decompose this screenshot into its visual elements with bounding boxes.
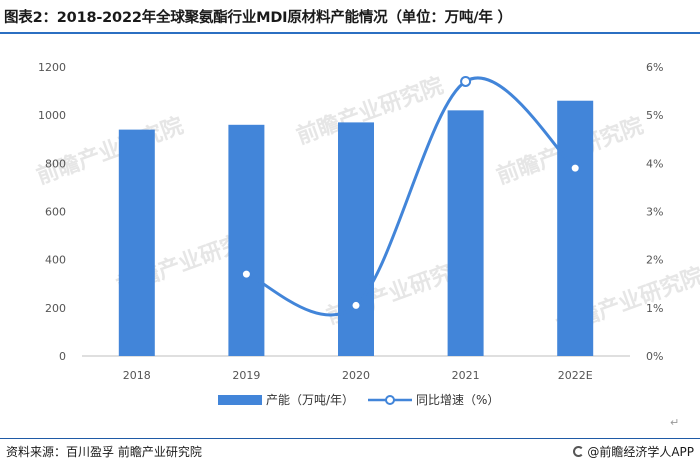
growth-point-2019 — [240, 268, 252, 280]
y-left-tick-label: 800 — [45, 157, 66, 170]
y-right-tick-label: 5% — [646, 109, 663, 122]
x-tick-label: 2018 — [123, 369, 151, 382]
y-left-tick-label: 200 — [45, 302, 66, 315]
growth-point-2020 — [350, 299, 362, 311]
y-left-tick-label: 1000 — [38, 109, 66, 122]
legend-line-label: 同比增速（%） — [416, 393, 499, 407]
x-tick-label: 2020 — [342, 369, 370, 382]
brand-text: @前瞻经济学人APP — [587, 445, 694, 459]
x-tick-label: 2021 — [452, 369, 480, 382]
chart-title: 图表2：2018-2022年全球聚氨酯行业MDI原材料产能情况（单位：万吨/年 … — [4, 10, 512, 26]
bar-2019 — [228, 124, 265, 356]
y-left-tick-label: 0 — [59, 350, 66, 363]
legend-bar-swatch — [218, 395, 262, 405]
brand-logo-icon — [573, 446, 585, 457]
y-right-tick-label: 6% — [646, 61, 663, 74]
title-divider — [0, 32, 700, 34]
chart-area: 前瞻产业研究院前瞻产业研究院前瞻产业研究院前瞻产业研究院前瞻产业研究院前瞻产业研… — [33, 61, 700, 407]
source-note: 资料来源：百川盈孚 前瞻产业研究院 — [6, 445, 202, 459]
y-right-tick-label: 0% — [646, 350, 663, 363]
y-right-tick-label: 2% — [646, 254, 663, 267]
brand-credit: @前瞻经济学人APP — [573, 443, 694, 460]
bar-2018 — [118, 129, 155, 356]
footer-divider — [0, 438, 700, 439]
legend-bar-label: 产能（万吨/年） — [266, 393, 354, 407]
y-right-tick-label: 3% — [646, 206, 663, 219]
growth-point-2021 — [460, 75, 472, 87]
legend: 产能（万吨/年） 同比增速（%） — [218, 393, 499, 407]
y-left-tick-label: 1200 — [38, 61, 66, 74]
line-layer — [240, 75, 581, 317]
bar-2020 — [338, 122, 374, 357]
bar-2022E — [557, 100, 594, 356]
y-left-tick-label: 400 — [45, 254, 66, 267]
y-left-tick-label: 600 — [45, 206, 66, 219]
x-tick-label: 2022E — [558, 369, 593, 382]
bars-layer — [118, 100, 594, 357]
y-right-tick-label: 1% — [646, 302, 663, 315]
legend-line-marker — [385, 395, 395, 405]
growth-point-2022E — [569, 162, 581, 174]
watermark-text: 前瞻产业研究院 — [33, 113, 187, 190]
bar-2021 — [447, 110, 484, 356]
y-right-tick-label: 4% — [646, 157, 663, 170]
x-tick-label: 2019 — [232, 369, 260, 382]
return-mark: ↵ — [670, 416, 680, 429]
growth-rate-line — [245, 76, 577, 317]
